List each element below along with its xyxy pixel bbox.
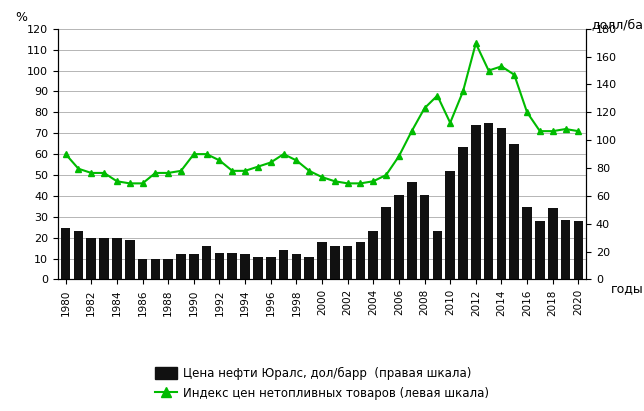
Bar [355,242,365,279]
Bar [484,123,493,279]
Y-axis label: долл/барр: долл/барр [591,19,644,32]
Bar [548,208,558,279]
Bar [125,240,135,279]
Bar [561,219,571,279]
Bar [240,254,250,279]
Bar [458,147,468,279]
Bar [266,257,276,279]
Bar [189,254,198,279]
Bar [407,182,417,279]
Bar [99,238,109,279]
Bar [330,246,339,279]
Bar [292,254,301,279]
Bar [279,250,289,279]
Y-axis label: %: % [15,11,27,24]
Bar [535,221,545,279]
Text: годы: годы [611,282,644,295]
Bar [497,128,506,279]
Bar [164,259,173,279]
Bar [433,231,442,279]
Bar [368,231,378,279]
Bar [214,253,224,279]
Bar [227,253,237,279]
Bar [112,238,122,279]
Bar [61,228,70,279]
Bar [305,257,314,279]
Bar [253,257,263,279]
Bar [138,259,147,279]
Bar [574,221,583,279]
Bar [151,259,160,279]
Bar [420,194,430,279]
Bar [446,171,455,279]
Bar [394,194,404,279]
Bar [381,207,391,279]
Bar [343,246,352,279]
Bar [509,144,519,279]
Bar [471,125,480,279]
Bar [86,238,96,279]
Bar [176,254,186,279]
Bar [522,207,532,279]
Bar [202,246,211,279]
Bar [317,242,327,279]
Bar [73,231,83,279]
Legend: Цена нефти Юралс, дол/барр  (правая шкала), Индекс цен нетопливных товаров (лева: Цена нефти Юралс, дол/барр (правая шкала… [151,362,493,405]
